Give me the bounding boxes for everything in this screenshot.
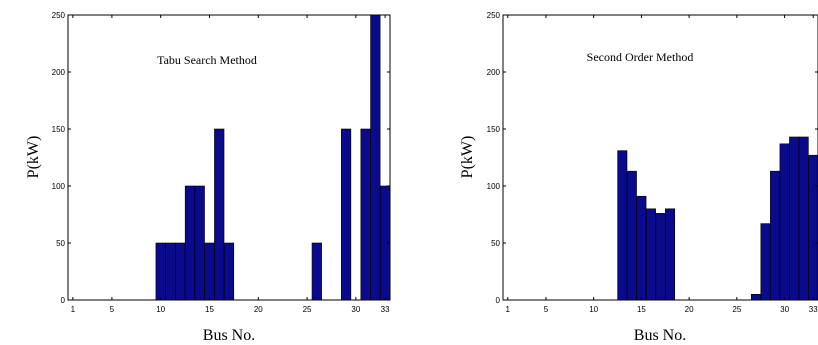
bar-bus-26	[311, 242, 322, 301]
x-tick-label: 10	[156, 305, 165, 314]
bar-bus-31	[789, 136, 800, 301]
bar-bus-17	[655, 213, 666, 301]
x-tick-label: 33	[809, 305, 818, 314]
x-tick-label: 5	[544, 305, 549, 314]
y-tick-label: 250	[487, 11, 501, 20]
bars	[155, 14, 391, 301]
bar-bus-18	[665, 208, 676, 301]
bar-bus-29	[341, 128, 352, 301]
x-axis-label: Bus No.	[634, 327, 686, 344]
y-tick-label: 200	[52, 68, 66, 77]
x-tick-label: 5	[110, 305, 115, 314]
x-tick-label: 1	[71, 305, 76, 314]
x-tick-label: 15	[637, 305, 646, 314]
chart-title: Second Order Method	[587, 50, 694, 64]
bar-bus-13	[184, 185, 196, 301]
y-tick-label: 100	[487, 182, 501, 191]
y-tick-label: 150	[487, 125, 501, 134]
x-tick-label: 1	[506, 305, 511, 314]
bar-bus-13	[617, 150, 628, 301]
x-tick-label: 30	[351, 305, 360, 314]
x-tick-label: 33	[381, 305, 390, 314]
bar-bus-33	[808, 154, 818, 301]
y-tick-label: 100	[52, 182, 66, 191]
y-ticks: 0 50 100 150 200 250	[52, 11, 390, 305]
y-tick-label: 0	[61, 296, 66, 305]
y-axis-label: P(kW)	[25, 136, 42, 179]
bar-bus-14	[194, 185, 205, 301]
bar-bus-29	[770, 170, 781, 301]
bar-bus-30	[779, 143, 790, 301]
y-tick-label: 150	[52, 125, 66, 134]
bar-bus-10	[155, 242, 166, 301]
y-tick-label: 50	[56, 239, 65, 248]
bar-bus-17	[223, 242, 235, 301]
chart-title: Tabu Search Method	[157, 53, 257, 67]
bar-bus-32	[798, 136, 809, 301]
x-axis-label: Bus No.	[203, 327, 255, 344]
bar-bus-27	[750, 293, 761, 301]
bar-bus-16	[645, 208, 656, 301]
y-tick-label: 50	[491, 239, 500, 248]
x-tick-label: 25	[303, 305, 312, 314]
bar-bus-12	[175, 242, 186, 301]
x-ticks: 1 5 10 15 20 25 30 33	[506, 15, 818, 314]
x-tick-label: 20	[685, 305, 694, 314]
x-tick-label: 15	[205, 305, 214, 314]
bar-bus-15	[636, 195, 647, 301]
bar-bus-16	[214, 128, 225, 301]
y-tick-label: 0	[496, 296, 501, 305]
x-tick-label: 25	[732, 305, 741, 314]
bar-bus-15	[204, 242, 215, 301]
bar-bus-32	[370, 14, 381, 301]
bar-bus-14	[626, 170, 637, 301]
y-axis-label: P(kW)	[459, 136, 476, 179]
x-tick-label: 20	[254, 305, 263, 314]
x-ticks: 1 5 10 15 20 25 30 33	[71, 15, 390, 314]
x-tick-label: 10	[589, 305, 598, 314]
y-tick-label: 200	[487, 68, 501, 77]
y-tick-label: 250	[52, 11, 66, 20]
bar-bus-28	[760, 223, 771, 301]
x-tick-label: 30	[780, 305, 789, 314]
bar-bus-31	[360, 128, 371, 301]
bar-bus-11	[165, 242, 176, 301]
